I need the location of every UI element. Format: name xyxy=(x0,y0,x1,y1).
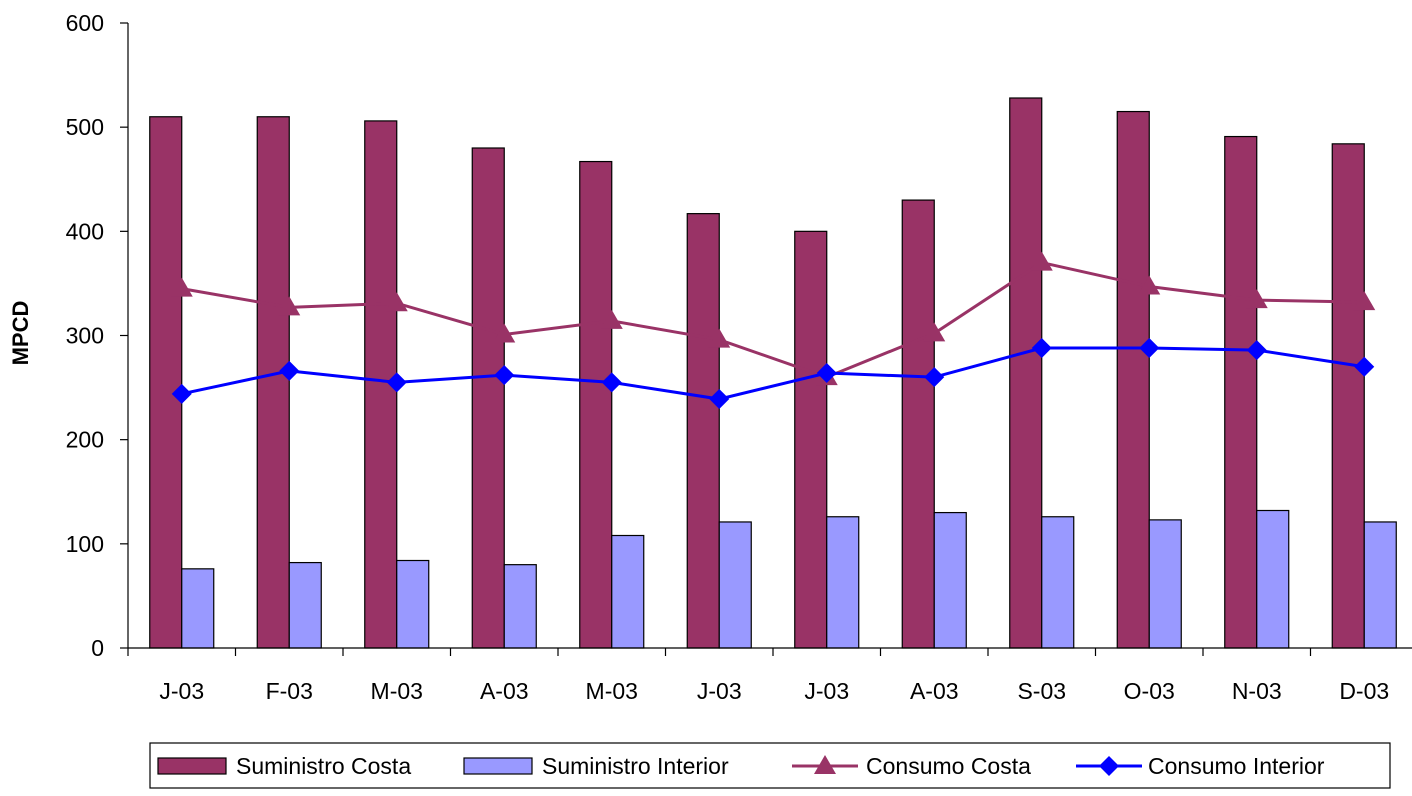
y-tick-label: 600 xyxy=(66,10,104,36)
bar-suministro-costa xyxy=(256,116,290,649)
point-consumo-interior xyxy=(601,372,622,393)
bar-suministro-interior xyxy=(1041,516,1075,649)
x-tick-label: M-03 xyxy=(586,678,638,704)
x-tick-label: M-03 xyxy=(371,678,423,704)
bar-suministro-costa xyxy=(149,116,183,649)
bar-suministro-costa xyxy=(579,160,613,649)
y-tick-label: 500 xyxy=(66,114,104,140)
bar-suministro-interior xyxy=(718,521,752,649)
point-consumo-interior xyxy=(1246,340,1267,361)
point-consumo-costa xyxy=(493,323,516,343)
y-tick-label: 0 xyxy=(91,635,104,661)
bar-suministro-interior xyxy=(1148,519,1182,649)
point-consumo-interior xyxy=(924,367,945,388)
bar-suministro-costa xyxy=(1116,110,1150,649)
y-tick-label: 200 xyxy=(66,427,104,453)
x-tick-label: A-03 xyxy=(910,678,959,704)
x-tick-label: J-03 xyxy=(159,678,204,704)
legend-label-suministro-costa: Suministro Costa xyxy=(236,753,411,779)
legend-swatch-suministro-interior xyxy=(463,757,533,775)
bar-suministro-interior xyxy=(1363,521,1397,649)
legend-swatch-suministro-costa xyxy=(157,757,227,775)
bar-suministro-costa xyxy=(1331,143,1365,649)
point-consumo-costa xyxy=(1245,289,1268,309)
x-tick-label: D-03 xyxy=(1339,678,1389,704)
bar-suministro-costa xyxy=(794,230,828,649)
point-consumo-costa xyxy=(170,277,193,297)
lines-layer xyxy=(170,251,1376,410)
legend-label-suministro-interior: Suministro Interior xyxy=(542,753,729,779)
point-consumo-interior xyxy=(1031,338,1052,358)
y-tick-label: 100 xyxy=(66,531,104,557)
point-consumo-costa xyxy=(1353,291,1376,311)
bar-suministro-costa xyxy=(686,213,720,649)
x-tick-label: N-03 xyxy=(1232,678,1282,704)
legend-marker-consumo-costa xyxy=(814,755,836,774)
x-tick-label: J-03 xyxy=(804,678,849,704)
line-consumo-costa xyxy=(181,260,1365,379)
point-consumo-interior xyxy=(1139,338,1160,358)
bar-suministro-interior xyxy=(181,568,215,649)
point-consumo-interior xyxy=(171,383,192,404)
y-tick-label: 400 xyxy=(66,218,104,244)
point-consumo-costa xyxy=(385,292,408,312)
bar-suministro-costa xyxy=(1224,135,1258,649)
legend-label-consumo-interior: Consumo Interior xyxy=(1148,753,1325,779)
axes-layer: 0 100 200 300 400 500 600 J-03 F-03 M-03 A-03 M-03 J… xyxy=(66,10,1412,704)
point-consumo-costa xyxy=(1138,275,1161,295)
point-consumo-interior xyxy=(386,372,407,393)
y-tick-label: 300 xyxy=(66,323,104,349)
x-tick-label: O-03 xyxy=(1124,678,1175,704)
bar-suministro-interior xyxy=(503,564,537,649)
point-consumo-interior xyxy=(494,365,515,386)
bar-suministro-costa xyxy=(901,199,935,649)
legend: Suministro Costa Suministro Interior Consu… xyxy=(149,742,1391,789)
bar-suministro-interior xyxy=(1256,509,1290,649)
x-tick-label: S-03 xyxy=(1017,678,1066,704)
y-axis-label: MPCD xyxy=(8,301,33,366)
point-consumo-costa xyxy=(923,322,946,342)
bar-suministro-interior xyxy=(611,534,645,649)
point-consumo-interior xyxy=(816,363,837,383)
point-consumo-interior xyxy=(279,360,300,381)
point-consumo-costa xyxy=(600,309,623,329)
point-consumo-costa xyxy=(708,328,731,348)
bar-suministro-costa xyxy=(1009,97,1043,649)
bar-suministro-interior xyxy=(933,511,967,649)
legend-label-consumo-costa: Consumo Costa xyxy=(866,753,1031,779)
bar-suministro-interior xyxy=(288,561,322,649)
x-tick-label: J-03 xyxy=(697,678,742,704)
x-tick-label: F-03 xyxy=(266,678,313,704)
legend-box xyxy=(149,742,1391,789)
bar-suministro-interior xyxy=(826,516,860,649)
x-tick-label: A-03 xyxy=(480,678,529,704)
line-consumo-interior xyxy=(181,346,1365,401)
bar-suministro-costa xyxy=(471,147,505,649)
bars-layer xyxy=(149,97,1397,649)
bar-suministro-interior xyxy=(396,559,430,649)
point-consumo-costa xyxy=(278,296,301,316)
point-consumo-interior xyxy=(709,389,730,410)
point-consumo-costa xyxy=(1030,251,1053,271)
legend-marker-consumo-interior xyxy=(1099,756,1119,776)
point-consumo-interior xyxy=(1354,356,1375,377)
